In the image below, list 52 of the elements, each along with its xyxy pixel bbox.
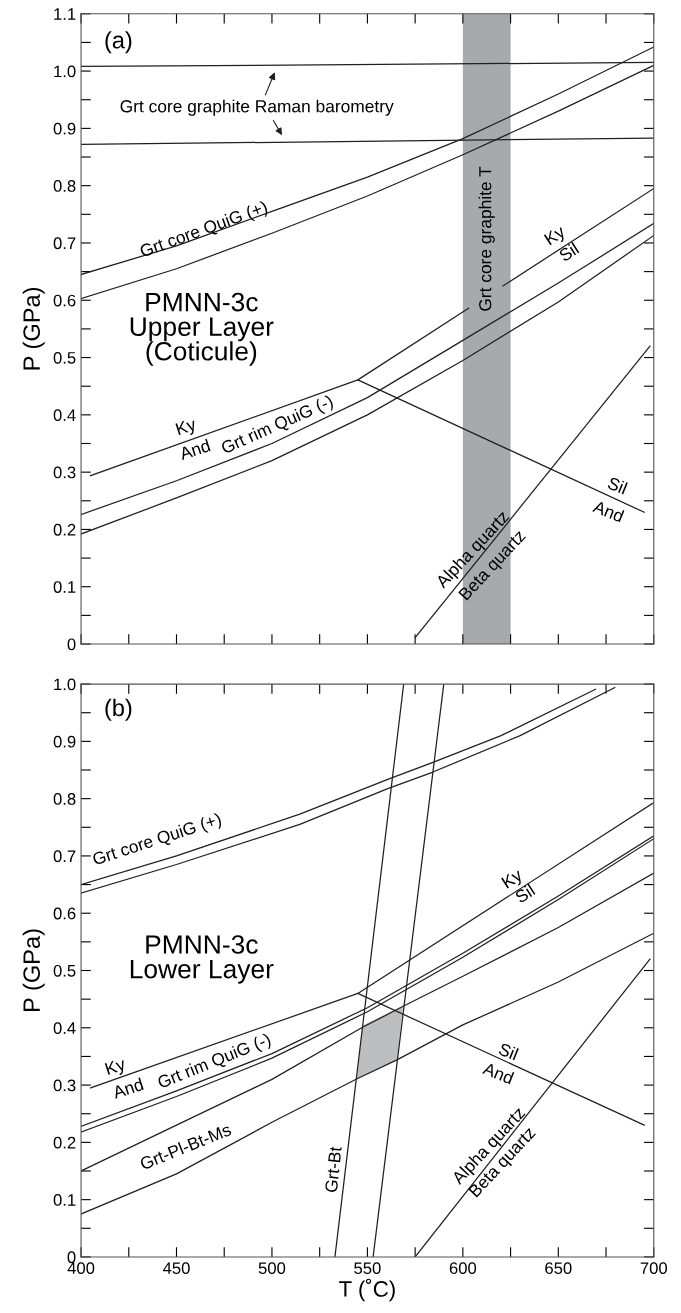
- x-tick-label: 700: [640, 1262, 668, 1275]
- y-tick-label: 0.9: [53, 735, 76, 748]
- y-tick-label: 1.0: [54, 65, 76, 78]
- annotation: And: [481, 1061, 515, 1085]
- annotation: Grt core graphite T: [478, 166, 495, 311]
- x-tick-label: 400: [67, 1262, 95, 1275]
- x-tick-label: 550: [354, 1262, 381, 1275]
- text: PMNN-3c Upper Layer (Coticule): [130, 292, 274, 366]
- y-tick-label: 0.2: [53, 1136, 76, 1149]
- y-axis-title: P (GPa): [22, 287, 45, 370]
- y-tick-label: 0.5: [53, 964, 76, 977]
- y-tick-label: 0: [67, 1251, 76, 1264]
- y-tick-label: 0.4: [53, 409, 76, 422]
- annotation: Ky: [175, 417, 199, 439]
- y-tick-label: 1.0: [54, 678, 76, 691]
- annotation: Sil: [497, 1042, 519, 1061]
- y-tick-label: 0.1: [53, 581, 76, 593]
- annotation: Grt rim QuiG (-): [220, 394, 336, 458]
- y-tick-label: 0.7: [53, 237, 76, 250]
- x-tick-label: 500: [258, 1262, 286, 1275]
- text: PMNN-3c Lower Layer: [130, 935, 274, 984]
- y-tick-label: 0.3: [53, 1079, 76, 1092]
- y-tick-label: 0.6: [53, 907, 76, 920]
- annotation: And: [178, 438, 211, 461]
- y-tick-label: 0.2: [53, 523, 76, 536]
- x-axis-title: T (˚C): [339, 1278, 395, 1302]
- x-tick-label: 600: [449, 1262, 477, 1275]
- y-tick-label: 1.1: [54, 8, 76, 20]
- y-tick-label: 0.5: [53, 351, 76, 364]
- annotation: Sil: [606, 476, 628, 495]
- annotation: Grt core QuiG (+): [139, 200, 270, 261]
- annotation: Grt core graphite Raman barometry: [120, 99, 394, 116]
- x-tick-label: 450: [162, 1262, 190, 1275]
- y-axis-title: P (GPa): [22, 929, 45, 1011]
- annotation: And: [111, 1077, 144, 1099]
- y-tick-label: 0.8: [53, 180, 76, 192]
- text: (a): [105, 31, 132, 54]
- y-tick-label: 0.7: [53, 850, 76, 863]
- y-tick-label: 0.3: [53, 466, 76, 479]
- annotation: Grt-Bt: [324, 1146, 342, 1193]
- text: (b): [105, 698, 132, 721]
- annotation: Grt core QuiG (+): [91, 812, 223, 869]
- annotation: And: [592, 499, 625, 523]
- annotation: Ky: [104, 1057, 128, 1079]
- y-tick-label: 0: [67, 638, 76, 651]
- annotation: Grt rim QuiG (-): [156, 1032, 273, 1092]
- y-tick-label: 0.4: [53, 1022, 76, 1034]
- y-tick-label: 0.8: [53, 793, 76, 805]
- y-tick-label: 0.9: [53, 122, 76, 135]
- y-tick-label: 0.1: [53, 1194, 76, 1206]
- x-tick-label: 650: [545, 1262, 572, 1275]
- y-tick-label: 0.6: [53, 294, 76, 307]
